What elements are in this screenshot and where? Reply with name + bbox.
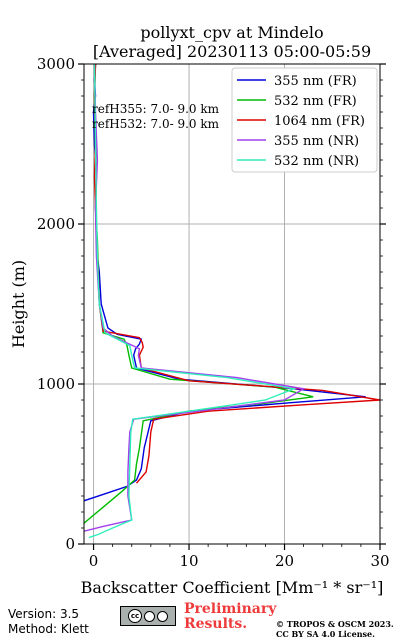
- cc-icon: cc: [128, 609, 142, 623]
- copyright-line-1: © TROPOS & OSCM 2023.: [276, 619, 394, 629]
- x-tick-label: 20: [275, 552, 294, 570]
- y-axis-label: Height (m): [9, 260, 28, 348]
- y-tick-label: 2000: [37, 215, 75, 233]
- backscatter-chart: pollyxt_cpv at Mindelo [Averaged] 202301…: [9, 23, 390, 597]
- preliminary-line-2: Results.: [184, 616, 248, 632]
- legend-label: 355 nm (NR): [274, 134, 359, 149]
- legend-label: 355 nm (FR): [274, 74, 357, 89]
- x-tick-label: 10: [179, 552, 198, 570]
- legend-label: 532 nm (NR): [274, 154, 359, 169]
- copyright-line-2: CC BY SA 4.0 License.: [276, 629, 375, 639]
- cc-license-badge: cc: [120, 606, 176, 626]
- plot-lines: [84, 64, 380, 539]
- legend-label: 1064 nm (FR): [274, 114, 365, 129]
- x-tick-label: 30: [370, 552, 389, 570]
- preliminary-results-note: Preliminary Results.: [184, 602, 276, 632]
- ref-height-532: refH532: 7.0- 9.0 km: [92, 117, 220, 131]
- y-tick-label: 1000: [37, 375, 75, 393]
- preliminary-line-1: Preliminary: [184, 601, 277, 617]
- x-axis-label: Backscatter Coefficient [Mm⁻¹ * sr⁻¹]: [81, 578, 384, 597]
- ref-height-355: refH355: 7.0- 9.0 km: [92, 102, 220, 116]
- y-tick-label: 3000: [37, 55, 75, 73]
- y-tick-label: 0: [65, 535, 75, 553]
- by-icon: [144, 610, 155, 622]
- legend: 355 nm (FR) 532 nm (FR) 1064 nm (FR) 355 nm…: [231, 67, 378, 173]
- method-text: Method: Klett: [8, 622, 89, 636]
- chart-title-line-2: [Averaged] 20230113 05:00-05:59: [93, 42, 371, 61]
- chart-title-line-1: pollyxt_cpv at Mindelo: [140, 23, 323, 42]
- series-line-3: [84, 64, 306, 532]
- copyright-note: © TROPOS & OSCM 2023. CC BY SA 4.0 Licen…: [276, 619, 394, 639]
- sa-icon: [157, 610, 168, 622]
- legend-box: [231, 67, 378, 173]
- series-line-4: [88, 64, 297, 539]
- x-tick-label: 0: [89, 552, 99, 570]
- version-text: Version: 3.5: [8, 607, 80, 621]
- axis-ticks: 0 10 20 30 0 1000 2000 3000: [37, 55, 390, 570]
- legend-label: 532 nm (FR): [274, 94, 357, 109]
